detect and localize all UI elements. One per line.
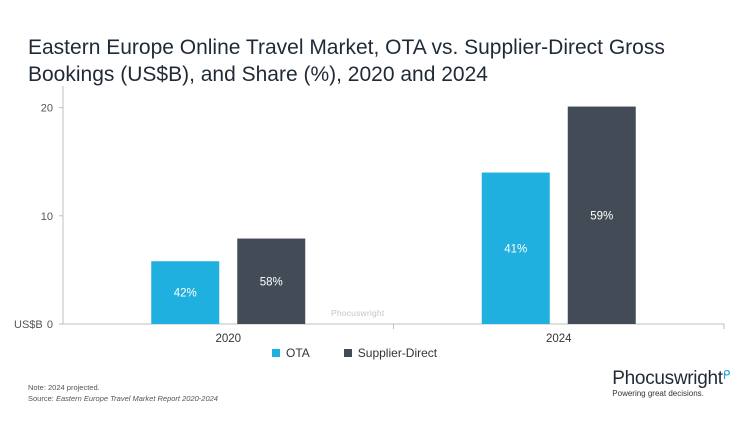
plot-area: 0 10 20 US$B 42% 58% 2020 41% 59% 2024 [14, 86, 725, 345]
legend: OTA Supplier-Direct [272, 346, 437, 360]
legend-label-ota: OTA [286, 346, 310, 360]
x-category-label: 2020 [215, 333, 241, 345]
x-category-label: 2024 [546, 333, 572, 345]
bar-data-label: 59% [590, 210, 613, 222]
legend-swatch-supplier [343, 349, 352, 357]
source-title: Eastern Europe Travel Market Report 2020… [55, 394, 218, 403]
brand-logo: Phocuswrightᑭ Powering great decisions. [612, 368, 730, 398]
bar-data-label: 42% [174, 288, 197, 300]
bar-ota-2020 [151, 261, 220, 324]
source-prefix: Source: [28, 394, 56, 403]
bar-supplier-2024 [567, 106, 636, 325]
y-axis-label: US$B [14, 319, 43, 331]
bar-data-label: 41% [504, 243, 527, 255]
brand-tagline: Powering great decisions. [612, 389, 704, 398]
bar-supplier-2020 [237, 238, 306, 324]
legend-label-supplier: Supplier-Direct [357, 346, 438, 360]
legend-item-ota: OTA [272, 346, 310, 360]
y-tick-label: 20 [41, 103, 53, 115]
legend-swatch-ota [272, 349, 280, 357]
legend-item-supplier: Supplier-Direct [343, 346, 438, 360]
bar-data-label: 58% [260, 276, 283, 288]
bar-ota-2024 [481, 172, 550, 324]
watermark-logo: Phocuswright [331, 308, 385, 318]
brand-name: Phocuswrightᑭ [612, 368, 731, 389]
y-tick-label: 10 [41, 211, 53, 223]
brand-mark-icon: ᑭ [722, 368, 731, 382]
source-note: Source: Eastern Europe Travel Market Rep… [28, 394, 218, 403]
y-tick-label: 0 [47, 319, 53, 331]
footnote: Note: 2024 projected. [28, 383, 100, 392]
chart-title: Eastern Europe Online Travel Market, OTA… [28, 36, 665, 86]
